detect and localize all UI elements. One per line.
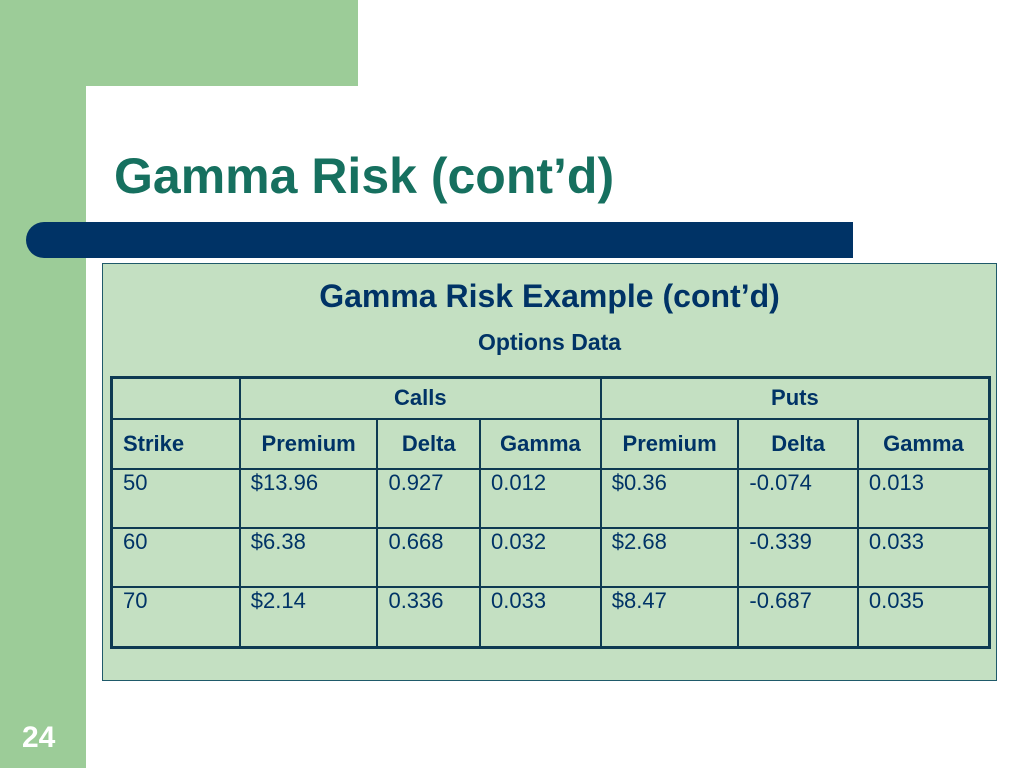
cell-strike: 50 [110, 467, 241, 529]
cell-call-gamma: 0.033 [479, 585, 602, 649]
cell-call-delta: 0.927 [376, 467, 482, 529]
example-subtitle: Options Data [477, 329, 622, 355]
table-row: 60 $6.38 0.668 0.032 $2.68 -0.339 0.033 [110, 526, 991, 588]
cell-put-premium: $0.36 [599, 467, 740, 529]
cell-call-premium: $13.96 [238, 467, 379, 529]
cell-call-delta: 0.336 [376, 585, 482, 649]
page-number: 24 [22, 721, 56, 754]
cell-call-premium: $6.38 [238, 526, 379, 588]
group-header-row: Calls Puts [110, 376, 991, 420]
group-header-puts: Puts [599, 376, 991, 420]
column-header-row: Strike Premium Delta Gamma Premium Delta… [110, 417, 991, 470]
cell-strike: 60 [110, 526, 241, 588]
options-data-table: Calls Puts Strike Premium Delta Gamma Pr… [110, 376, 991, 649]
table-row: 50 $13.96 0.927 0.012 $0.36 -0.074 0.013 [110, 467, 991, 529]
table-row: 70 $2.14 0.336 0.033 $8.47 -0.687 0.035 [110, 585, 991, 649]
group-header-calls: Calls [238, 376, 602, 420]
column-header-strike: Strike [110, 417, 241, 470]
cell-put-delta: -0.339 [737, 526, 859, 588]
slide-title: Gamma Risk (cont’d) [114, 148, 615, 204]
cell-put-gamma: 0.035 [856, 585, 991, 649]
cell-call-delta: 0.668 [376, 526, 482, 588]
cell-put-gamma: 0.033 [856, 526, 991, 588]
title-underline-bar [26, 222, 853, 258]
cell-put-premium: $2.68 [599, 526, 740, 588]
cell-put-premium: $8.47 [599, 585, 740, 649]
column-header-put-gamma: Gamma [856, 417, 991, 470]
column-header-put-premium: Premium [599, 417, 740, 470]
cell-put-delta: -0.687 [737, 585, 859, 649]
cell-strike: 70 [110, 585, 241, 649]
left-accent-band [0, 0, 86, 768]
example-title: Gamma Risk Example (cont’d) [319, 278, 780, 314]
cell-put-delta: -0.074 [737, 467, 859, 529]
column-header-call-premium: Premium [238, 417, 379, 470]
column-header-put-delta: Delta [737, 417, 859, 470]
cell-call-premium: $2.14 [238, 585, 379, 649]
column-header-call-gamma: Gamma [479, 417, 602, 470]
options-data-box: Gamma Risk Example (cont’d) Options Data… [102, 263, 997, 681]
cell-call-gamma: 0.032 [479, 526, 602, 588]
cell-call-gamma: 0.012 [479, 467, 602, 529]
top-accent-band [0, 0, 358, 86]
column-header-call-delta: Delta [376, 417, 482, 470]
cell-put-gamma: 0.013 [856, 467, 991, 529]
group-header-blank [110, 376, 241, 420]
